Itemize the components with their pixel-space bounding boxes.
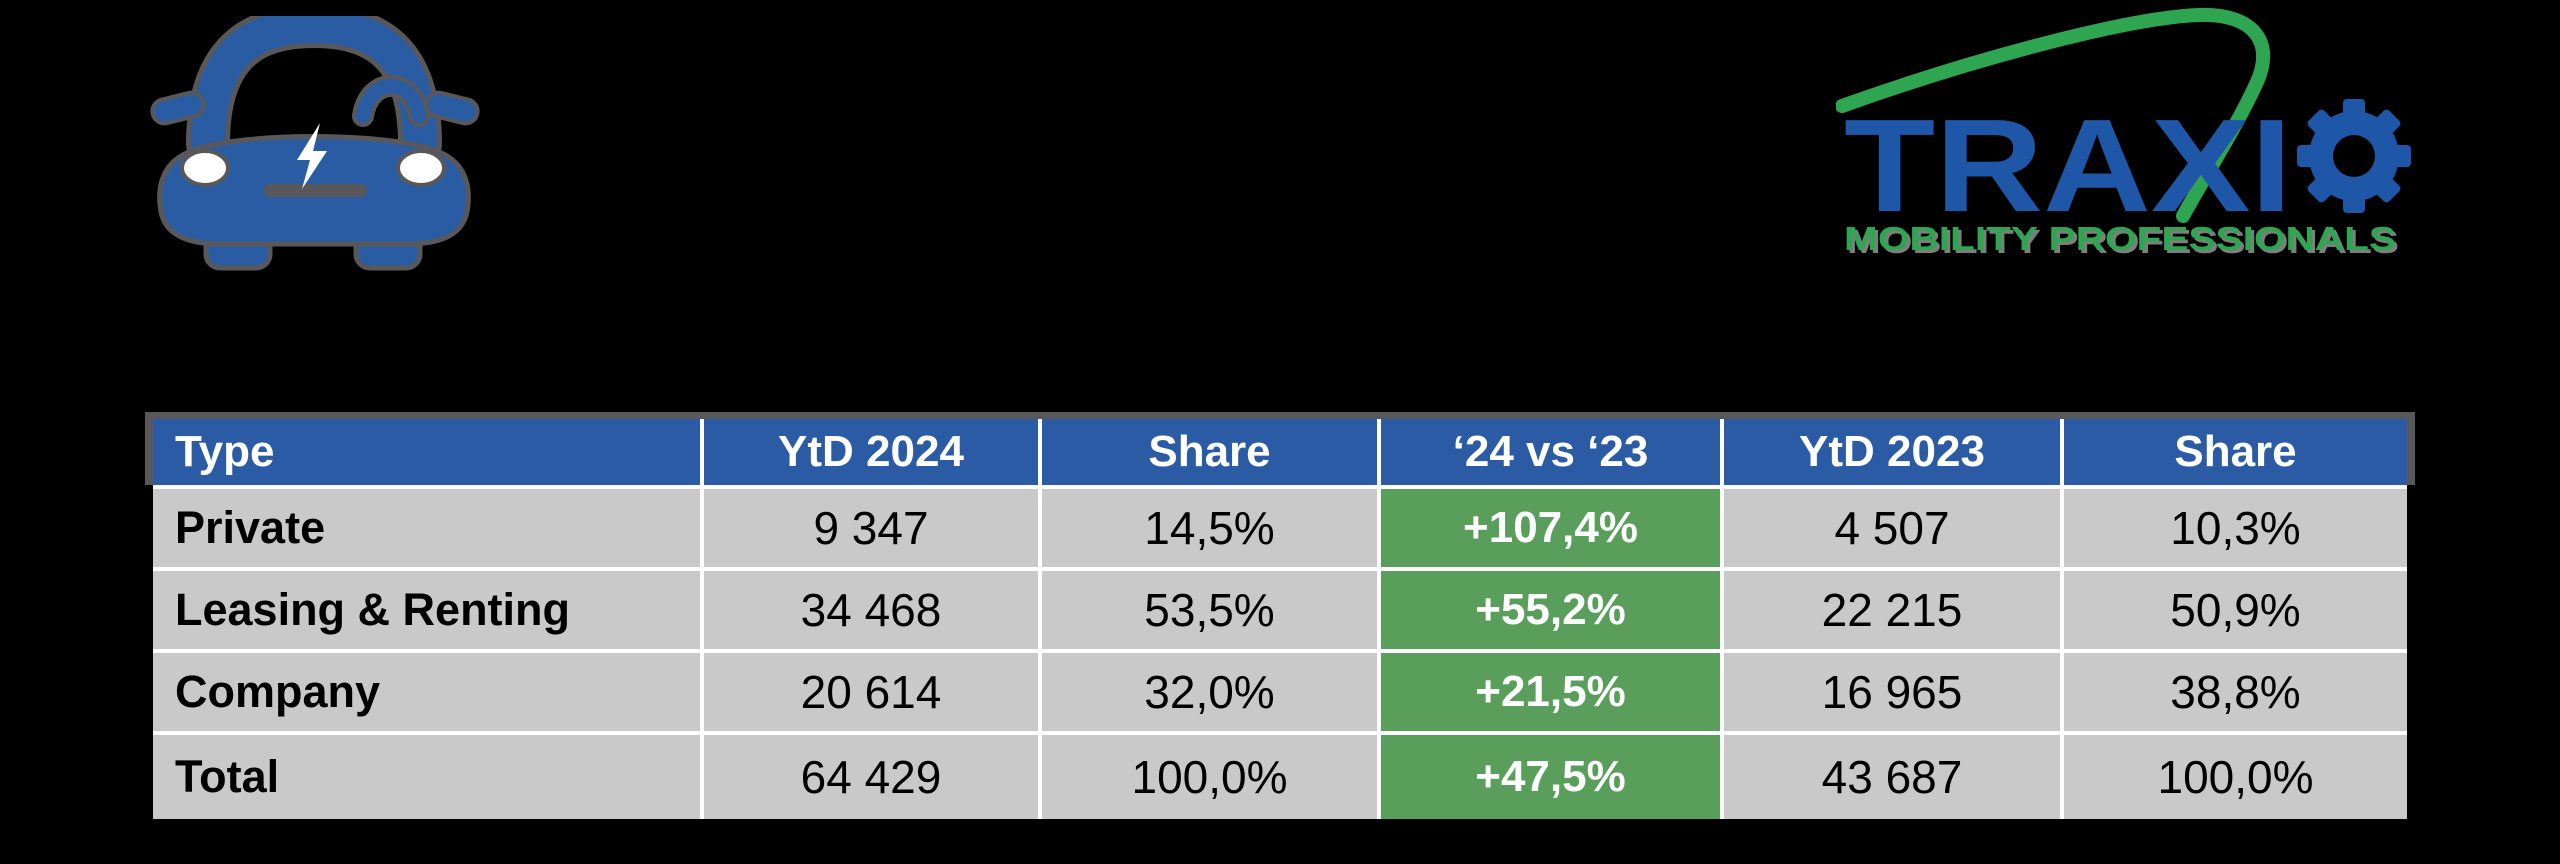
cell-delta: +47,5% [1377,735,1720,819]
cell-ytd2023: 16 965 [1720,653,2060,731]
cell-ytd2023: 43 687 [1720,735,2060,819]
table-row-total: Total 64 429 100,0% +47,5% 43 687 100,0% [153,731,2407,819]
cell-type: Leasing & Renting [153,571,700,649]
table-row-leasing: Leasing & Renting 34 468 53,5% +55,2% 22… [153,567,2407,649]
cell-share2024: 53,5% [1038,571,1377,649]
car-mirrors [150,90,480,126]
col-header-ytd2024: YtD 2024 [700,419,1038,485]
cell-share2024: 100,0% [1038,735,1377,819]
traxio-wordmark: TRAXI [1844,92,2292,239]
traxio-logo: TRAXI MOBILITY PROFESSIONALS MOBILITY PR… [1836,7,2411,260]
cell-delta: +21,5% [1377,653,1720,731]
lightning-bolt-icon [297,123,327,189]
table-row-company: Company 20 614 32,0% +21,5% 16 965 38,8% [153,649,2407,731]
gear-icon [2297,99,2411,213]
col-header-share2023: Share [2060,419,2407,485]
traxio-tagline: MOBILITY PROFESSIONALS [1844,220,2396,257]
col-header-ytd2023: YtD 2023 [1720,419,2060,485]
registrations-table: Type YtD 2024 Share ‘24 vs ‘23 YtD 2023 … [145,412,2415,819]
traxio-tagline-shadow: MOBILITY PROFESSIONALS [1847,223,2399,260]
cell-ytd2024: 20 614 [700,653,1038,731]
cell-type: Total [153,735,700,819]
cell-delta: +107,4% [1377,489,1720,567]
electric-car-icon [150,16,480,271]
col-header-share2024: Share [1038,419,1377,485]
cell-share2023: 38,8% [2060,653,2407,731]
col-header-delta: ‘24 vs ‘23 [1377,419,1720,485]
cell-ytd2024: 34 468 [700,571,1038,649]
cell-share2023: 100,0% [2060,735,2407,819]
cell-ytd2024: 9 347 [700,489,1038,567]
cell-type: Private [153,489,700,567]
cell-ytd2024: 64 429 [700,735,1038,819]
cell-share2023: 50,9% [2060,571,2407,649]
cell-share2024: 32,0% [1038,653,1377,731]
cell-delta: +55,2% [1377,571,1720,649]
col-header-type: Type [153,419,700,485]
cell-type: Company [153,653,700,731]
car-grille [264,184,367,197]
swoosh-icon [1836,7,2271,223]
cell-share2024: 14,5% [1038,489,1377,567]
cell-ytd2023: 4 507 [1720,489,2060,567]
cell-ytd2023: 22 215 [1720,571,2060,649]
table-header-row: Type YtD 2024 Share ‘24 vs ‘23 YtD 2023 … [145,412,2415,485]
cell-share2023: 10,3% [2060,489,2407,567]
table-row-private: Private 9 347 14,5% +107,4% 4 507 10,3% [153,485,2407,567]
